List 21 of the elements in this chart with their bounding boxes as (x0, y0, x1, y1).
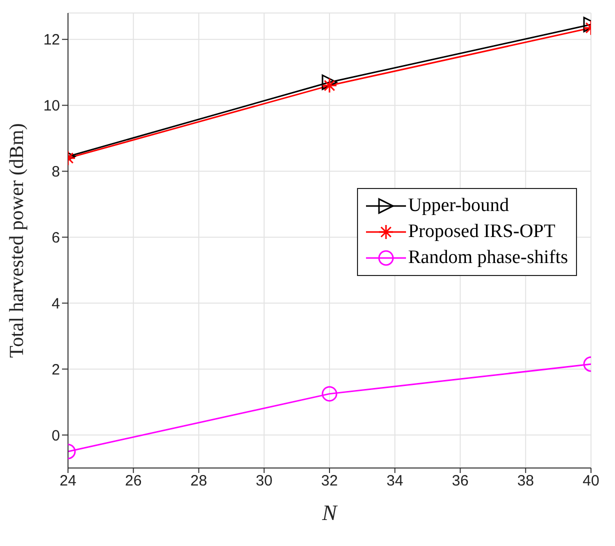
x-tick-label: 34 (386, 472, 404, 490)
x-tick-label: 38 (517, 472, 534, 490)
y-tick-label: 8 (52, 164, 60, 181)
x-tick-label: 30 (256, 472, 272, 490)
y-axis-title: Total harvested power (dBm) (6, 123, 28, 358)
y-tick-label: 0 (52, 427, 60, 444)
legend-label: Upper-bound (408, 195, 510, 217)
x-tick-label: 40 (582, 472, 600, 490)
y-tick-label: 2 (52, 361, 60, 378)
y-tick-label: 4 (52, 295, 60, 312)
x-tick-label: 24 (60, 472, 76, 490)
x-tick-label: 32 (321, 472, 338, 490)
legend-label: Random phase-shifts (408, 247, 568, 269)
x-tick-label: 26 (125, 472, 142, 490)
y-tick-label: 12 (43, 32, 60, 49)
x-axis-title: N (321, 500, 338, 525)
y-tick-label: 10 (43, 98, 60, 115)
y-tick-label: 6 (52, 230, 60, 247)
x-tick-label: 36 (452, 472, 469, 490)
x-tick-label: 28 (190, 472, 208, 490)
legend-label: Proposed IRS-OPT (408, 221, 556, 243)
